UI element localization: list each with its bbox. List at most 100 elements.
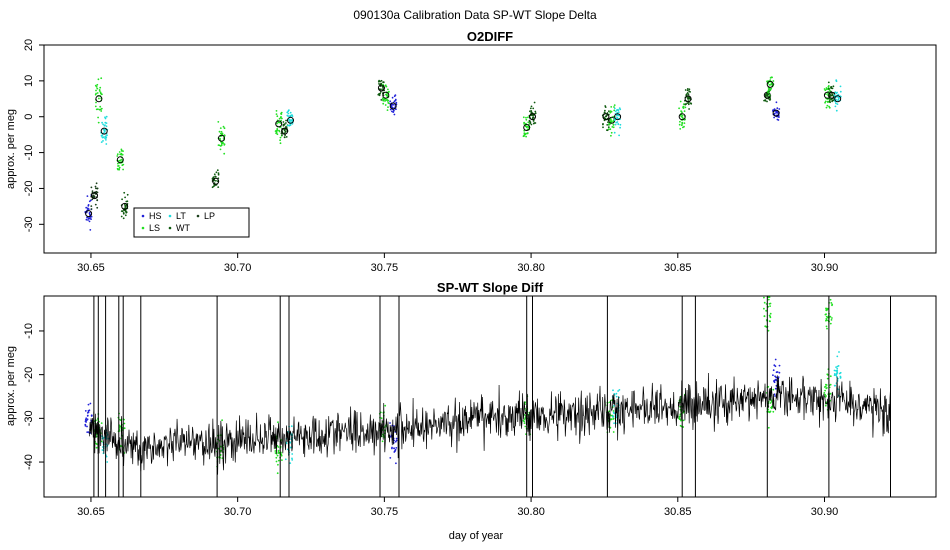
o2diff-point-ls — [97, 116, 99, 119]
slope-diff-point-hs — [394, 440, 397, 443]
o2diff-point-lp — [90, 186, 93, 189]
o2diff-point-wt — [688, 96, 691, 99]
o2diff-point-ls — [525, 135, 527, 138]
o2diff-point-lt — [617, 123, 620, 125]
o2diff-point-ls — [381, 97, 384, 100]
o2diff-mean-marker — [212, 177, 220, 185]
o2diff-point-ls — [275, 131, 278, 134]
o2diff-panel: O2DIFF 30.65 30.70 30.75 30.80 30.85 30.90 -3… — [5, 29, 937, 274]
o2diff-point-ls — [280, 111, 283, 114]
o2diff-mean-marker — [766, 80, 774, 88]
o2diff-point-ls — [218, 130, 221, 133]
slope-diff-point-ls — [280, 454, 283, 457]
o2diff-point-lt — [837, 93, 840, 96]
o2diff-point-wt — [764, 99, 767, 102]
o2diff-point-wt — [530, 105, 533, 108]
o2diff-point-ls — [120, 148, 123, 151]
slope-diff-point-lt — [612, 389, 614, 392]
o2diff-point-wt — [216, 169, 219, 172]
legend-box — [133, 207, 250, 238]
o2diff-point-ls — [280, 113, 283, 115]
o2diff-point-ls — [771, 83, 773, 85]
o2diff-point-ls — [613, 106, 615, 108]
slope-diff-point-ls — [281, 459, 283, 461]
slope-diff-point-hs — [86, 412, 89, 414]
o2diff-point-hs — [85, 218, 88, 221]
o2diff-point-wt — [830, 86, 833, 88]
slope-diff-point-ls — [824, 313, 827, 316]
o2diff-point-lp — [96, 187, 99, 190]
o2diff-point-ls — [118, 168, 121, 170]
o2diff-point-ls — [524, 133, 527, 136]
o2diff-point-hs — [395, 101, 398, 104]
slope-diff-point-ls — [768, 314, 771, 317]
slope-diff-point-ls — [831, 317, 833, 319]
slope-diff-point-lt — [835, 369, 837, 372]
slope-diff-series-line — [89, 373, 891, 475]
slope-diff-point-lt — [836, 355, 839, 358]
o2diff-point-ls — [679, 120, 681, 123]
slope-diff-point-hs — [86, 425, 88, 428]
legend-marker-lp — [196, 214, 200, 218]
o2diff-point-lt — [101, 121, 103, 124]
o2diff-point-ls — [610, 110, 613, 113]
slope-diff-point-hs — [389, 457, 392, 459]
o2diff-point-ls — [385, 94, 388, 97]
slope-diff-title: SP-WT Slope Diff — [437, 280, 544, 295]
o2diff-point-wt — [766, 92, 769, 95]
o2diff-point-lp — [92, 194, 95, 197]
slope-diff-point-hs — [87, 410, 90, 412]
slope-diff-point-hs — [395, 447, 398, 449]
slope-diff-point-lt — [612, 416, 614, 418]
o2diff-point-wt — [215, 179, 217, 182]
o2diff-point-wt — [603, 117, 606, 119]
o2diff-point-ls — [608, 123, 610, 126]
o2diff-point-ls — [525, 118, 528, 121]
o2diff-point-ls — [122, 150, 124, 153]
o2diff-point-wt — [604, 115, 607, 118]
slope-diff-point-lt — [839, 377, 842, 379]
o2diff-point-lt — [102, 123, 104, 126]
o2diff-points — [84, 76, 842, 231]
slope-diff-point-ls — [769, 402, 772, 404]
slope-diff-point-hs — [85, 417, 88, 420]
slope-diff-point-hs — [774, 387, 777, 390]
o2diff-point-ls — [768, 84, 771, 86]
o2diff-point-ls — [613, 109, 616, 112]
o2diff-point-ls — [275, 113, 278, 115]
o2diff-point-ls — [120, 152, 123, 155]
o2diff-point-ls — [826, 100, 829, 103]
slope-diff-point-ls — [824, 389, 826, 392]
slope-diff-x-tick-label: 30.75 — [371, 506, 399, 518]
o2diff-mean-marker — [91, 192, 98, 200]
o2diff-point-ls — [97, 121, 100, 124]
slope-diff-point-ls — [277, 446, 280, 448]
slope-diff-point-hs — [89, 402, 92, 405]
slope-diff-point-ls — [826, 377, 829, 380]
o2diff-point-ls — [122, 168, 124, 171]
slope-diff-point-hs — [84, 420, 87, 423]
slope-diff-point-hs — [777, 376, 780, 379]
o2diff-point-lt — [835, 92, 838, 95]
o2diff-point-ls — [527, 116, 529, 119]
o2diff-point-lt — [615, 121, 618, 124]
o2diff-point-ls — [281, 117, 283, 120]
o2diff-point-lp — [94, 203, 97, 206]
o2diff-point-wt — [828, 100, 831, 103]
slope-diff-point-ls — [771, 405, 773, 408]
o2diff-point-ls — [527, 121, 530, 124]
slope-diff-x-tick-label: 30.90 — [811, 506, 839, 518]
slope-diff-x-label: day of year — [449, 530, 504, 542]
slope-diff-point-ls — [829, 315, 832, 318]
o2diff-point-ls — [99, 108, 102, 111]
o2diff-point-wt — [534, 110, 537, 113]
slope-diff-point-ls — [123, 427, 126, 430]
o2diff-point-ls — [525, 116, 527, 119]
o2diff-point-lt — [286, 111, 289, 114]
o2diff-point-ls — [119, 159, 122, 162]
slope-diff-point-hs — [774, 358, 777, 361]
slope-diff-point-ls — [769, 320, 771, 323]
o2diff-point-hs — [773, 108, 776, 110]
slope-diff-point-ls — [823, 392, 826, 394]
o2diff-point-wt — [686, 89, 689, 92]
